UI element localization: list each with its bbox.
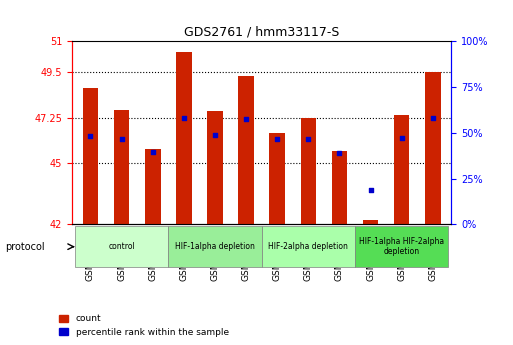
Bar (394, 115, 409, 224)
Point (149, 149, 157, 155)
FancyBboxPatch shape (75, 227, 168, 267)
Point (304, 136, 312, 142)
Text: HIF-2alpha depletion: HIF-2alpha depletion (268, 242, 348, 251)
Point (211, 132, 219, 138)
Bar (363, 220, 378, 224)
Point (180, 115, 188, 120)
FancyBboxPatch shape (168, 227, 262, 267)
Text: protocol: protocol (5, 242, 45, 252)
Bar (176, 51, 192, 224)
Point (429, 115, 437, 120)
Point (117, 136, 126, 142)
Bar (301, 118, 316, 224)
Text: HIF-1alpha depletion: HIF-1alpha depletion (175, 242, 255, 251)
Bar (83, 88, 98, 224)
Point (366, 187, 374, 193)
Point (86, 133, 94, 139)
Bar (425, 72, 441, 224)
Point (242, 116, 250, 121)
Bar (207, 111, 223, 224)
FancyBboxPatch shape (355, 227, 448, 267)
Bar (239, 76, 254, 224)
Bar (269, 133, 285, 224)
Bar (145, 149, 161, 224)
Text: HIF-1alpha HIF-2alpha
depletion: HIF-1alpha HIF-2alpha depletion (359, 237, 444, 256)
Legend: count, percentile rank within the sample: count, percentile rank within the sample (56, 311, 232, 341)
FancyBboxPatch shape (262, 227, 355, 267)
Bar (331, 151, 347, 224)
Point (398, 135, 406, 141)
Point (273, 136, 281, 142)
Text: control: control (108, 242, 135, 251)
Title: GDS2761 / hmm33117-S: GDS2761 / hmm33117-S (184, 26, 339, 39)
Bar (114, 110, 129, 224)
Point (336, 150, 344, 156)
